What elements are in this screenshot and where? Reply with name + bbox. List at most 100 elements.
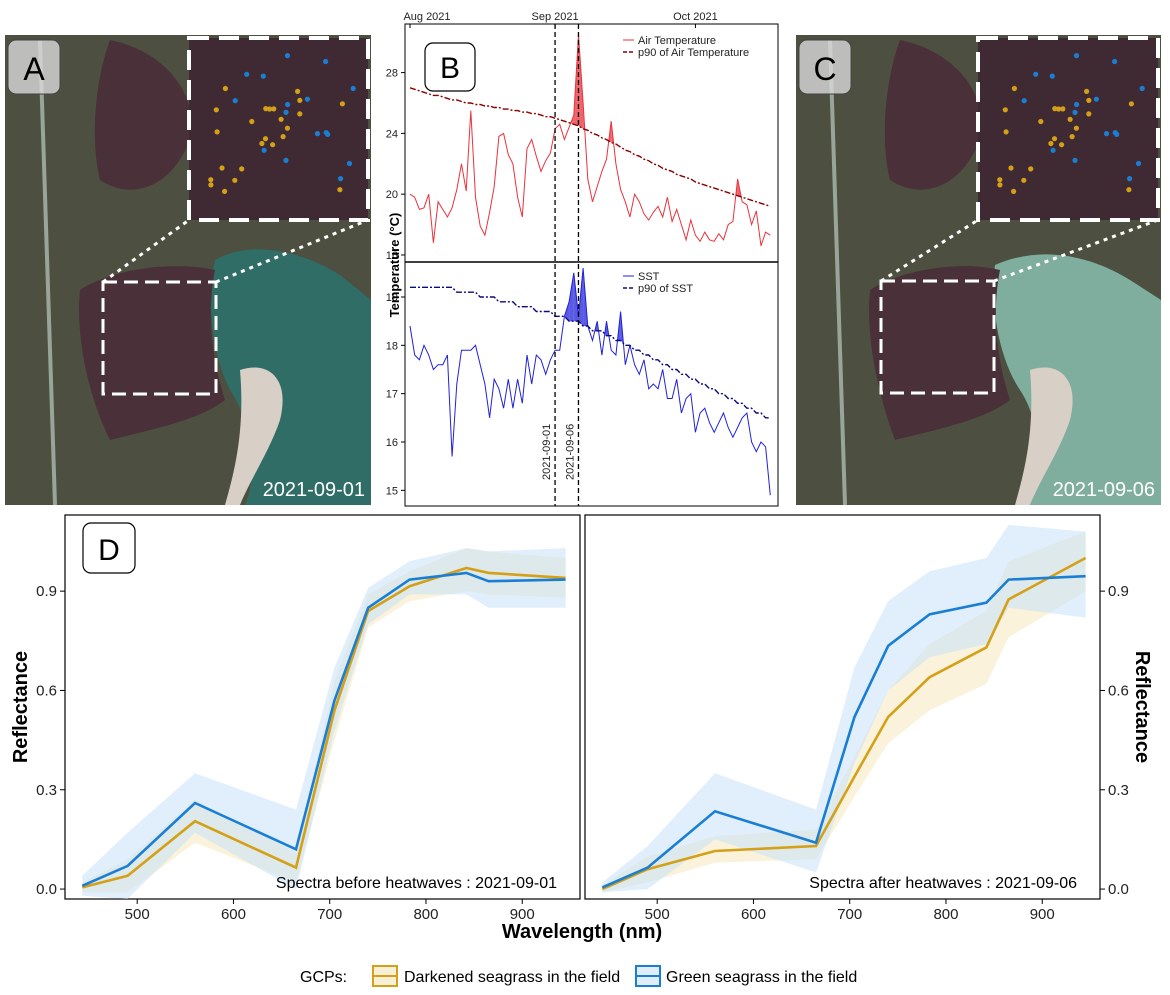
- gcp-darkened-point: [213, 107, 219, 113]
- gcp-green-point: [1074, 101, 1080, 108]
- gcp-green-point: [1103, 131, 1110, 137]
- green-seagrass-line: [601, 574, 1086, 889]
- gcp-darkened-point: [280, 134, 286, 140]
- sst-line: [409, 267, 771, 496]
- zoom-link-a-right: [215, 218, 369, 284]
- gcp-darkened-point: [284, 125, 290, 131]
- x-tick-label: 800: [413, 906, 438, 923]
- gcp-darkened-point: [263, 106, 269, 112]
- x-tick-label: 500: [125, 906, 150, 923]
- spectra-before-chart: [81, 548, 566, 899]
- panel-d-y-title-left: Reflectance: [10, 651, 32, 763]
- gcp-green-point: [284, 53, 291, 59]
- gcp-green-point: [1073, 53, 1080, 59]
- green-seagrass-line: [81, 571, 566, 887]
- sst-y-tick-label: 19: [386, 292, 398, 304]
- gcp-darkened-point: [232, 177, 238, 183]
- zoom-link-c-right: [993, 218, 1159, 283]
- gcp-darkened-point: [262, 136, 269, 142]
- image-c-sandbar: [1015, 367, 1073, 505]
- image-c-marsh-north: [884, 40, 982, 190]
- panel-b-frame: [404, 23, 779, 507]
- gcp-darkened-point: [239, 166, 245, 172]
- panel-d-y-title-right: Reflectance: [1131, 651, 1153, 763]
- gcp-darkened-point: [1051, 136, 1058, 142]
- gcp-green-point: [314, 131, 321, 137]
- panel-a: [5, 35, 371, 505]
- gcp-green-point: [1072, 109, 1078, 115]
- air-temperature-chart: [409, 34, 771, 246]
- sst-heatwave-area: [569, 272, 574, 322]
- gcp-darkened-point: [295, 88, 301, 94]
- gcp-green-point: [323, 58, 329, 65]
- gcp-green-point: [1072, 157, 1078, 163]
- legend-prefix: GCPs:: [300, 969, 347, 986]
- darkened-seagrass-line: [81, 566, 566, 889]
- legend-entry: SST: [638, 271, 660, 283]
- gcp-green-point: [1112, 58, 1118, 65]
- gcp-darkened-point: [997, 177, 1003, 183]
- gcp-darkened-point: [1060, 106, 1066, 112]
- panel-d: 500 600 700 800 900 0.0 0.3 0.6 0.9 500 600 700 800 9…: [10, 514, 1153, 943]
- month-tick-label: Aug 2021: [403, 11, 450, 23]
- gcp-green-point: [323, 130, 329, 136]
- gcp-darkened-point: [249, 118, 255, 125]
- x-tick-label: 700: [837, 906, 862, 923]
- gcp-darkened-point: [267, 106, 273, 112]
- image-a-marsh: [79, 266, 226, 440]
- gcp-darkened-point: [1126, 187, 1132, 193]
- panel-c-letter-box: [798, 39, 852, 95]
- event-label: 2021-09-06: [564, 424, 576, 480]
- panel-d-label: D: [82, 522, 136, 574]
- month-tick-label: Sep 2021: [532, 11, 579, 23]
- x-tick-label: 500: [645, 906, 670, 923]
- y-tick-label: 0.6: [36, 682, 57, 699]
- gcp-green-point: [285, 101, 291, 108]
- spectra-before-annotation: Spectra before heatwaves : 2021-09-01: [276, 875, 557, 892]
- panel-b-y-title: Temperature (°C): [387, 213, 402, 318]
- legend-label-green: Green seagrass in the field: [666, 969, 857, 986]
- panel-b: 2021-09-01 2021-09-06 Aug 2021 Sep 2021 Oct …: [386, 11, 779, 507]
- panel-c-date: 2021-09-06: [1053, 479, 1155, 501]
- gcp-green-point: [338, 176, 344, 182]
- panel-b-label: B: [424, 42, 476, 92]
- y-tick-label: 0.3: [36, 782, 57, 799]
- gcp-darkened-point: [1073, 125, 1079, 131]
- gcp-darkened-point: [1008, 165, 1014, 171]
- gcp-darkened-point: [1067, 116, 1073, 122]
- gcp-darkened-point: [214, 129, 220, 135]
- gcp-darkened-point: [1128, 101, 1134, 107]
- uncertainty-band: [82, 548, 566, 899]
- gcp-darkened-point: [1084, 88, 1090, 94]
- x-tick-label: 700: [317, 906, 342, 923]
- gcp-green-point: [1135, 160, 1142, 167]
- panel-a-letter-box: [7, 39, 61, 95]
- inset-a-frame: [187, 36, 370, 222]
- gcp-darkened-point: [997, 182, 1003, 188]
- sst-chart: [409, 267, 771, 496]
- x-tick-label: 800: [933, 906, 958, 923]
- gcp-green-point: [244, 71, 250, 77]
- air-y-tick-label: 16: [386, 250, 398, 262]
- panel-c-letter: C: [813, 51, 836, 87]
- gcp-darkened-point: [278, 116, 284, 122]
- gcp-darkened-point: [1028, 166, 1034, 172]
- gcp-darkened-point: [1069, 134, 1075, 140]
- image-a-sandbar: [225, 367, 283, 505]
- gcp-darkened-point: [219, 165, 225, 171]
- y-tick-label: 0.3: [1108, 782, 1129, 799]
- inset-c-image: [978, 38, 1158, 220]
- gcp-darkened-point: [271, 106, 277, 112]
- gcp-darkened-point: [297, 97, 303, 103]
- gcp-darkened-point: [1011, 188, 1017, 194]
- zoom-link-c-left: [880, 218, 979, 283]
- y-tick-label: 0.0: [1108, 881, 1129, 898]
- gcp-green-point: [350, 85, 356, 92]
- sst-y-tick-label: 16: [386, 437, 398, 449]
- inset-c-points: [997, 53, 1145, 194]
- x-tick-label: 600: [741, 906, 766, 923]
- inset-c-frame: [976, 36, 1160, 222]
- gcp-green-point: [1139, 85, 1145, 92]
- gcp-green-point: [283, 109, 289, 115]
